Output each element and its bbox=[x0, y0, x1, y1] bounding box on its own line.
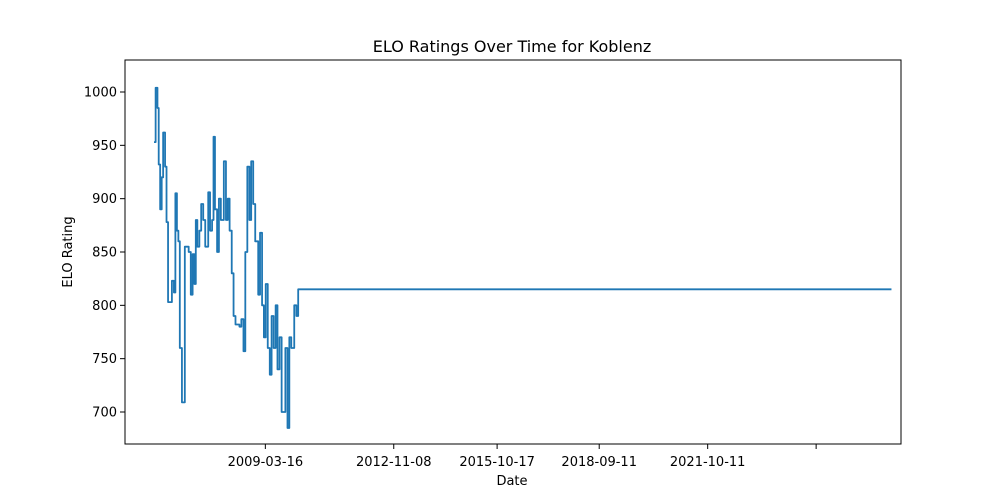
y-tick-label: 700 bbox=[92, 406, 117, 421]
chart-title: ELO Ratings Over Time for Koblenz bbox=[373, 37, 652, 56]
y-axis-label: ELO Rating bbox=[61, 216, 76, 287]
y-tick-label: 850 bbox=[92, 246, 117, 261]
y-tick-label: 750 bbox=[92, 352, 117, 367]
x-axis-label: Date bbox=[496, 474, 527, 489]
x-tick-label: 2012-11-08 bbox=[356, 455, 432, 470]
y-tick-label: 950 bbox=[92, 139, 117, 154]
series-line-koblenz bbox=[153, 86, 892, 429]
y-axis: 700 750 800 850 900 950 1000 bbox=[84, 86, 125, 421]
x-tick-label: 2009-03-16 bbox=[228, 455, 304, 470]
y-tick-label: 900 bbox=[92, 192, 117, 207]
x-tick-label: 2015-10-17 bbox=[459, 455, 535, 470]
y-tick-label: 1000 bbox=[84, 86, 117, 101]
plot-area bbox=[125, 60, 901, 444]
y-tick-label: 800 bbox=[92, 299, 117, 314]
x-axis: 2009-03-16 2012-11-08 2015-10-17 2018-09-11… bbox=[228, 444, 817, 470]
x-tick-label: 2021-10-11 bbox=[670, 455, 746, 470]
plot-frame bbox=[124, 59, 902, 445]
x-tick-label: 2018-09-11 bbox=[561, 455, 637, 470]
